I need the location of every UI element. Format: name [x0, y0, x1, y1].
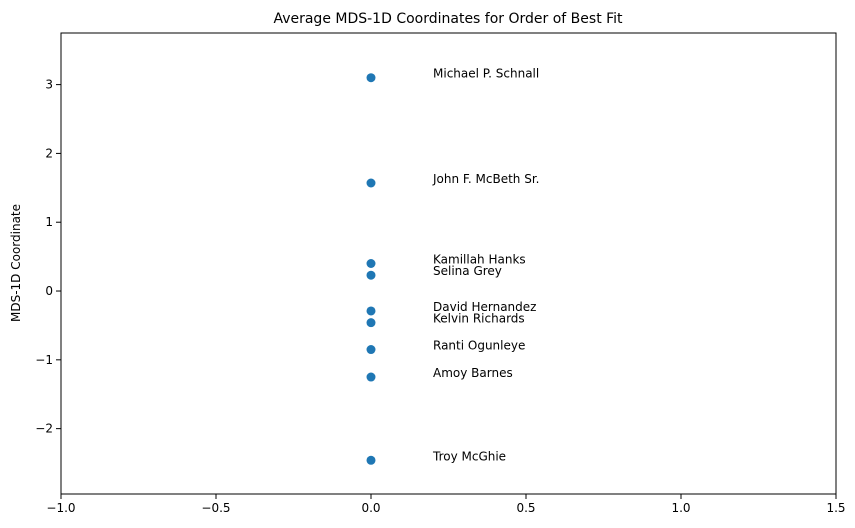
data-point — [366, 345, 376, 355]
point-annotation: Kelvin Richards — [433, 312, 525, 326]
y-tick-label: 0 — [45, 284, 53, 298]
y-tick-label: 2 — [45, 146, 53, 160]
data-point — [366, 372, 376, 382]
point-annotation: Amoy Barnes — [433, 366, 513, 380]
plot-frame — [60, 32, 837, 495]
plot-area: −1.0 −0.5 0.0 0.5 1.0 1.5 −2 −1 0 1 2 3 Michael P. S… — [35, 32, 846, 515]
data-point — [366, 318, 376, 328]
point-annotation: Selina Grey — [433, 264, 502, 278]
y-tick-label: −2 — [35, 422, 53, 436]
y-axis-label: MDS-1D Coordinate — [9, 204, 23, 322]
point-annotation: Kamillah Hanks — [433, 253, 526, 267]
y-tick-label: −1 — [35, 353, 53, 367]
x-tick-label: 0.5 — [516, 501, 535, 515]
data-point — [366, 73, 376, 83]
x-tick-label: 1.0 — [671, 501, 690, 515]
data-point — [366, 178, 376, 188]
x-tick-label: −1.0 — [46, 501, 75, 515]
point-annotation: David Hernandez — [433, 300, 536, 314]
data-point — [366, 455, 376, 465]
point-annotation: Ranti Ogunleye — [433, 339, 525, 353]
data-point — [366, 259, 376, 268]
y-tick-label: 1 — [45, 215, 53, 229]
y-tick-label: 3 — [45, 78, 53, 92]
point-annotation: Michael P. Schnall — [433, 67, 539, 81]
chart-title: Average MDS-1D Coordinates for Order of … — [273, 11, 623, 27]
point-annotation: Troy McGhie — [432, 449, 506, 463]
data-point — [366, 270, 376, 280]
x-tick-label: −0.5 — [201, 501, 230, 515]
x-tick-label: 1.5 — [826, 501, 845, 515]
point-annotation: John F. McBeth Sr. — [432, 172, 539, 186]
x-tick-label: 0.0 — [361, 501, 380, 515]
data-point — [366, 306, 376, 316]
